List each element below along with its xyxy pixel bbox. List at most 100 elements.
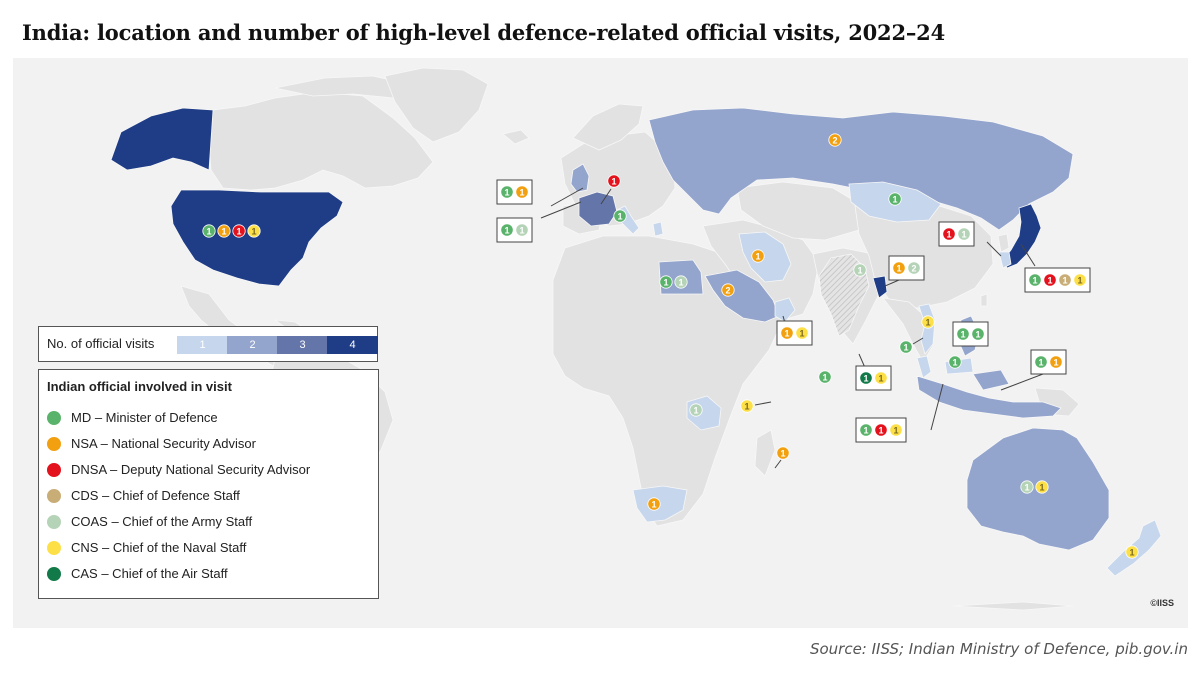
officials-legend: Indian official involved in visit MD – M… [38, 369, 379, 599]
visit-marker-tanzania-coas: 1 [689, 403, 703, 417]
visit-count-label: 1 [784, 328, 789, 338]
visit-marker-united-kingdom-md: 1 [500, 185, 514, 199]
visit-count-label: 1 [611, 176, 616, 186]
visit-marker-australia-cns: 1 [1035, 480, 1049, 494]
visit-dot-icon [1035, 480, 1049, 494]
land-scandinavia [572, 103, 644, 151]
visit-dot-icon [948, 355, 962, 369]
visit-count-label: 1 [892, 194, 897, 204]
visit-count-label: 1 [1062, 275, 1067, 285]
leader-lines [540, 187, 1044, 469]
visit-dot-icon [515, 185, 529, 199]
visit-dot-icon [721, 283, 735, 297]
visit-marker-cambodia-md: 1 [899, 340, 913, 354]
leader-line-seychelles [754, 401, 772, 406]
country-bangladesh [872, 275, 888, 299]
visit-marker-united-kingdom-nsa: 1 [515, 185, 529, 199]
visit-dot-icon [1125, 545, 1139, 559]
visit-dot-icon [232, 224, 246, 238]
visit-count-label: 1 [1053, 357, 1058, 367]
land-taiwan [980, 293, 988, 307]
visit-marker-spain-coas: 1 [515, 223, 529, 237]
legend-label-cns: CNS – Chief of the Naval Staff [71, 540, 247, 555]
visit-dot-icon [921, 315, 935, 329]
visit-count-label: 1 [236, 226, 241, 236]
visit-marker-oman-cns: 1 [795, 326, 809, 340]
visit-dot-icon [247, 224, 261, 238]
visit-dot-icon [202, 224, 216, 238]
visit-dot-icon [818, 370, 832, 384]
visit-count-label: 1 [755, 251, 760, 261]
country-south-korea [998, 251, 1012, 269]
scale-swatch-2: 2 [227, 336, 278, 354]
visit-count-label: 1 [863, 373, 868, 383]
land-greenland [384, 67, 489, 143]
legend-label-dnsa: DNSA – Deputy National Security Advisor [71, 462, 311, 477]
visit-dot-icon [859, 423, 873, 437]
visit-marker-united-states-dnsa: 1 [232, 224, 246, 238]
visit-marker-russia-nsa: 2 [828, 133, 842, 147]
source-note: Source: IISS; Indian Ministry of Defence… [809, 640, 1188, 658]
visit-count-label: 1 [1024, 482, 1029, 492]
leader-line-south-korea [986, 241, 1002, 257]
visit-dot-icon [1073, 273, 1087, 287]
leader-line-bangladesh [884, 279, 900, 287]
country-france [578, 191, 618, 227]
visit-count-label: 1 [519, 187, 524, 197]
land-korea-north [997, 233, 1010, 253]
visit-count-label: 1 [251, 226, 256, 236]
visit-count-label: 1 [504, 225, 509, 235]
visit-dot-icon [971, 327, 985, 341]
visit-count-label: 1 [744, 401, 749, 411]
visit-marker-egypt-coas: 1 [674, 275, 688, 289]
visit-count-label: 2 [725, 285, 730, 295]
visit-marker-singapore-cns: 1 [889, 423, 903, 437]
visit-marker-sri-lanka-cas: 1 [859, 371, 873, 385]
visit-dot-icon [874, 371, 888, 385]
visit-count-label: 1 [878, 425, 883, 435]
visit-marker-south-africa-nsa: 1 [647, 497, 661, 511]
visit-marker-iran-nsa: 1 [751, 249, 765, 263]
visit-count-label: 1 [952, 357, 957, 367]
visit-dot-icon [500, 185, 514, 199]
visit-count-label: 1 [1047, 275, 1052, 285]
visit-dot-icon [942, 227, 956, 241]
leader-line-singapore [930, 383, 944, 431]
copyright-mark: ©IISS [1150, 598, 1174, 608]
legend-label-nsa: NSA – National Security Advisor [71, 436, 256, 451]
visit-marker-seychelles-cns: 1 [740, 399, 754, 413]
visit-dot-icon [889, 423, 903, 437]
visit-dot-icon [647, 497, 661, 511]
land-madagascar [754, 429, 776, 477]
visit-count-label: 1 [678, 277, 683, 287]
visit-marker-bangladesh-coas: 2 [907, 261, 921, 275]
visit-dot-icon [500, 223, 514, 237]
leader-line-france [600, 188, 612, 205]
scale-swatch-4: 4 [327, 336, 378, 354]
visit-marker-south-korea-coas: 1 [957, 227, 971, 241]
visit-marker-indonesia-md: 1 [1034, 355, 1048, 369]
country-malaysia [916, 355, 974, 379]
visit-count-label: 1 [617, 211, 622, 221]
visit-dot-icon [1049, 355, 1063, 369]
visit-marker-philippines-md: 1 [956, 327, 970, 341]
scale-swatch-3: 3 [277, 336, 328, 354]
visit-count-label: 1 [780, 448, 785, 458]
visit-marker-new-zealand-cns: 1 [1125, 545, 1139, 559]
visit-marker-united-states-md: 1 [202, 224, 216, 238]
visit-dot-icon [1034, 355, 1048, 369]
visit-count-label: 1 [878, 373, 883, 383]
visit-dot-icon [899, 340, 913, 354]
visit-count-label: 1 [857, 265, 862, 275]
visit-count-label: 1 [903, 342, 908, 352]
visit-marker-maldives-md: 1 [818, 370, 832, 384]
visit-marker-mauritius-nsa: 1 [776, 446, 790, 460]
visit-count-label: 1 [663, 277, 668, 287]
visit-marker-spain-md: 1 [500, 223, 514, 237]
visit-dot-icon [888, 192, 902, 206]
land-indochina [882, 297, 934, 363]
visit-marker-malaysia-md: 1 [948, 355, 962, 369]
visit-marker-italy-md: 1 [613, 209, 627, 223]
visit-count-label: 1 [925, 317, 930, 327]
cns-dot-icon [47, 541, 61, 555]
